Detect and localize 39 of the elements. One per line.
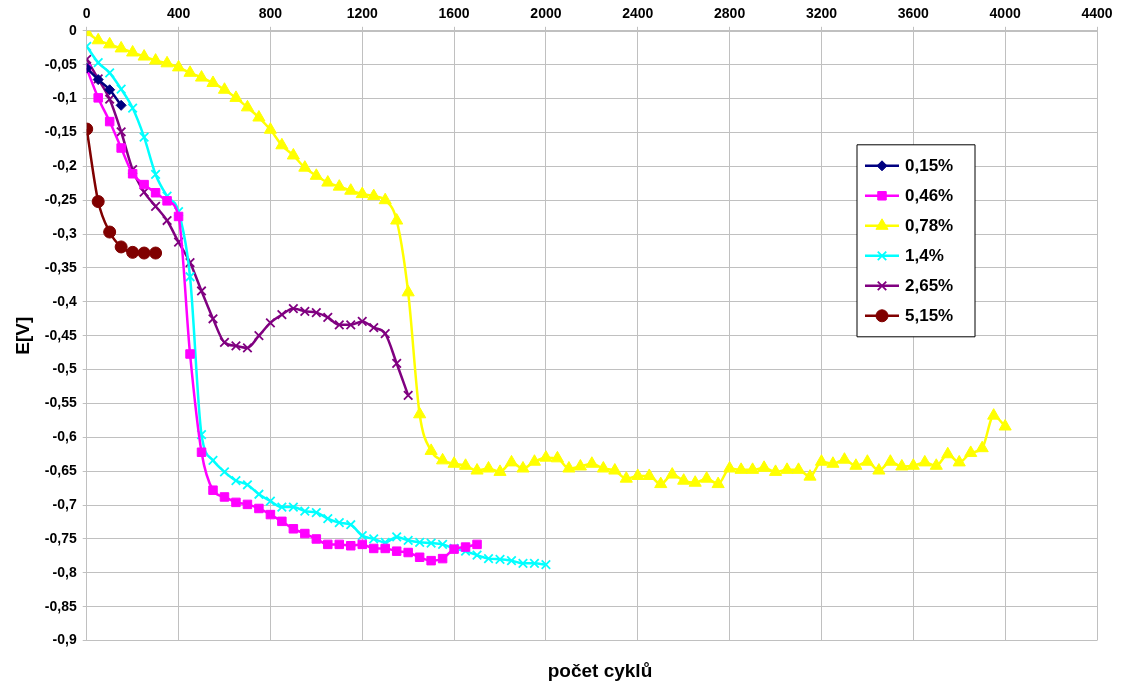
y-tick-label: -0,75 bbox=[44, 529, 77, 546]
legend-label: 2,65% bbox=[905, 276, 954, 296]
x-tick-label: 800 bbox=[258, 5, 283, 22]
y-tick-label: -0,1 bbox=[52, 89, 77, 106]
x-tick-label: 3200 bbox=[805, 5, 838, 22]
x-tick-label: 4400 bbox=[1081, 5, 1113, 22]
y-tick-label: -0,2 bbox=[52, 157, 77, 174]
x-tick-label: 1200 bbox=[346, 5, 379, 22]
y-tick-label: -0,6 bbox=[52, 428, 77, 445]
x-axis-title: počet cyklů bbox=[546, 660, 654, 682]
x-tick-label: 2800 bbox=[714, 5, 746, 22]
y-tick-label: -0,4 bbox=[52, 292, 77, 309]
y-tick-label: -0,5 bbox=[52, 360, 77, 377]
y-tick-label: -0,8 bbox=[52, 563, 77, 580]
y-axis-title: E[V] bbox=[11, 316, 33, 355]
y-tick-label: -0,45 bbox=[44, 326, 77, 343]
x-tick-label: 400 bbox=[166, 5, 191, 22]
y-tick-label: -0,65 bbox=[44, 462, 77, 479]
y-tick-label: -0,15 bbox=[44, 123, 77, 140]
legend-label: 0,46% bbox=[905, 186, 954, 206]
y-tick-label: 0 bbox=[68, 21, 77, 38]
x-tick-label: 3600 bbox=[897, 5, 930, 22]
x-tick-label: 2400 bbox=[622, 5, 654, 22]
legend-label: 5,15% bbox=[905, 306, 954, 326]
y-tick-label: -0,9 bbox=[52, 631, 77, 648]
x-tick-label: 2000 bbox=[530, 5, 562, 22]
x-tick-label: 0 bbox=[82, 5, 91, 22]
y-tick-label: -0,35 bbox=[44, 258, 77, 275]
y-tick-label: -0,3 bbox=[52, 224, 77, 241]
y-tick-label: -0,55 bbox=[44, 394, 77, 411]
x-tick-label: 4000 bbox=[989, 5, 1021, 22]
y-tick-label: -0,85 bbox=[44, 597, 77, 614]
legend-label: 1,4% bbox=[905, 246, 944, 266]
y-tick-label: -0,05 bbox=[44, 55, 77, 72]
y-tick-label: -0,7 bbox=[52, 495, 77, 512]
x-tick-label: 1600 bbox=[438, 5, 470, 22]
legend-label: 0,78% bbox=[905, 216, 954, 236]
y-tick-label: -0,25 bbox=[44, 191, 77, 208]
legend-label: 0,15% bbox=[905, 156, 954, 176]
